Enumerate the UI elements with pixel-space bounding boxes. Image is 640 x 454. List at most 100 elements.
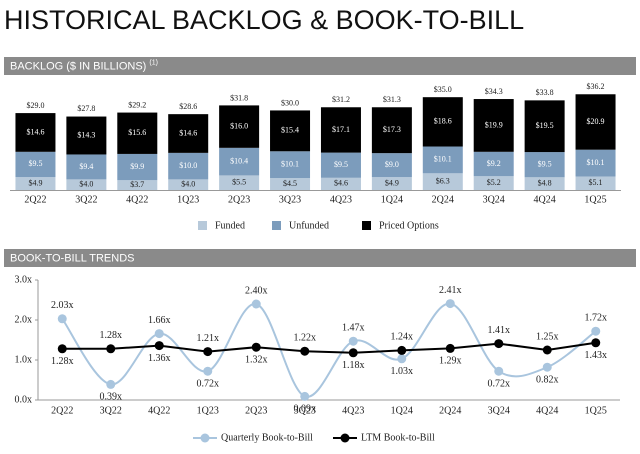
- total-label: $31.3: [383, 95, 401, 104]
- value-label: $4.9: [385, 178, 399, 187]
- x-tick-label: 1Q24: [381, 194, 403, 205]
- bar-segment: [270, 110, 311, 152]
- x-tick-label: 1Q25: [584, 194, 606, 205]
- value-label: 1.21x: [197, 333, 220, 344]
- marker: [591, 338, 601, 348]
- x-tick-label: 3Q24: [483, 194, 505, 205]
- bar-segment: [117, 112, 158, 154]
- x-tick-label: 1Q24: [391, 405, 413, 416]
- value-label: 0.09x: [294, 404, 317, 415]
- x-tick-label: 4Q24: [534, 194, 556, 205]
- bar-segment: [371, 153, 412, 178]
- value-label: $10.1: [587, 158, 605, 167]
- x-tick-label: 1Q23: [177, 194, 199, 205]
- value-label: 1.18x: [342, 360, 365, 371]
- bar-segment: [575, 149, 616, 177]
- y-tick-label: 0.0x: [15, 394, 33, 405]
- value-label: 1.32x: [245, 354, 268, 365]
- x-tick-label: 4Q23: [330, 194, 352, 205]
- marker: [57, 344, 67, 354]
- legend-marker: [200, 433, 210, 443]
- marker: [106, 379, 116, 389]
- value-label: $6.3: [436, 176, 450, 185]
- value-label: 1.72x: [585, 312, 608, 323]
- marker: [154, 341, 164, 351]
- series-line: [61, 302, 597, 398]
- value-label: 1.47x: [342, 322, 365, 333]
- marker: [397, 354, 407, 364]
- legend-label: Unfunded: [289, 220, 329, 231]
- value-label: $14.6: [26, 127, 44, 136]
- legend-swatch: [272, 221, 281, 230]
- value-label: $3.7: [130, 180, 144, 189]
- value-label: $9.5: [538, 160, 552, 169]
- value-label: $9.5: [28, 159, 42, 168]
- marker: [542, 362, 552, 372]
- marker: [445, 299, 455, 309]
- value-label: $5.2: [487, 178, 501, 187]
- x-tick-label: 3Q22: [100, 405, 122, 416]
- value-label: 1.41x: [488, 325, 511, 336]
- value-label: 0.72x: [197, 378, 220, 389]
- x-tick-label: 2Q24: [439, 405, 461, 416]
- bar-segment: [371, 177, 412, 190]
- bar-segment: [15, 151, 56, 178]
- value-label: $10.4: [230, 156, 248, 165]
- total-label: $29.0: [26, 101, 44, 110]
- bar-segment: [270, 151, 311, 179]
- total-label: $36.2: [587, 82, 605, 91]
- chart-title: BOOK-TO-BILL TRENDS: [10, 252, 135, 264]
- bar-segment: [117, 153, 158, 181]
- bar-segment: [219, 105, 260, 148]
- bar-segment: [524, 152, 565, 178]
- marker: [251, 299, 261, 309]
- legend-label: Funded: [215, 220, 245, 231]
- x-tick-label: 2Q22: [51, 405, 73, 416]
- value-label: $10.1: [281, 160, 299, 169]
- x-tick-label: 4Q24: [536, 405, 558, 416]
- value-label: 2.40x: [245, 285, 268, 296]
- bar-segment: [66, 154, 107, 180]
- bar-segment: [168, 114, 209, 153]
- value-label: 1.22x: [294, 332, 317, 343]
- legend-marker: [340, 433, 350, 443]
- marker: [300, 346, 310, 356]
- value-label: $18.6: [434, 117, 452, 126]
- value-label: $4.9: [28, 178, 42, 187]
- bar-segment: [320, 177, 361, 190]
- legend-swatch: [362, 221, 371, 230]
- series-line: [62, 341, 596, 354]
- legend-swatch: [198, 221, 207, 230]
- chart-title-text: BACKLOG ($ IN BILLIONS): [10, 60, 146, 72]
- x-tick-label: 3Q23: [279, 194, 301, 205]
- bar-segment: [320, 107, 361, 153]
- x-tick-label: 4Q22: [148, 405, 170, 416]
- y-tick-label: 3.0x: [15, 274, 33, 285]
- value-label: $17.3: [383, 125, 401, 134]
- bar-segment: [168, 179, 209, 190]
- value-label: $9.2: [487, 159, 501, 168]
- marker: [591, 326, 601, 336]
- marker: [203, 366, 213, 376]
- bar-segment: [66, 179, 107, 190]
- bar-segment: [422, 146, 463, 174]
- bar-segment: [219, 147, 260, 176]
- bar-segment: [422, 173, 463, 190]
- total-label: $34.3: [485, 87, 503, 96]
- value-label: $4.0: [181, 180, 195, 189]
- value-label: $9.5: [334, 160, 348, 169]
- bar-segment: [66, 116, 107, 155]
- y-tick-label: 2.0x: [15, 314, 33, 325]
- bar-segment: [270, 178, 311, 190]
- bar-segment: [524, 177, 565, 190]
- value-label: $10.1: [434, 155, 452, 164]
- marker: [494, 366, 504, 376]
- page-title: HISTORICAL BACKLOG & BOOK-TO-BILL: [4, 5, 524, 35]
- marker: [203, 347, 213, 357]
- value-label: $5.1: [589, 178, 603, 187]
- bar-segment: [473, 176, 514, 190]
- x-tick-label: 2Q23: [245, 405, 267, 416]
- marker: [542, 345, 552, 355]
- x-tick-label: 2Q23: [228, 194, 250, 205]
